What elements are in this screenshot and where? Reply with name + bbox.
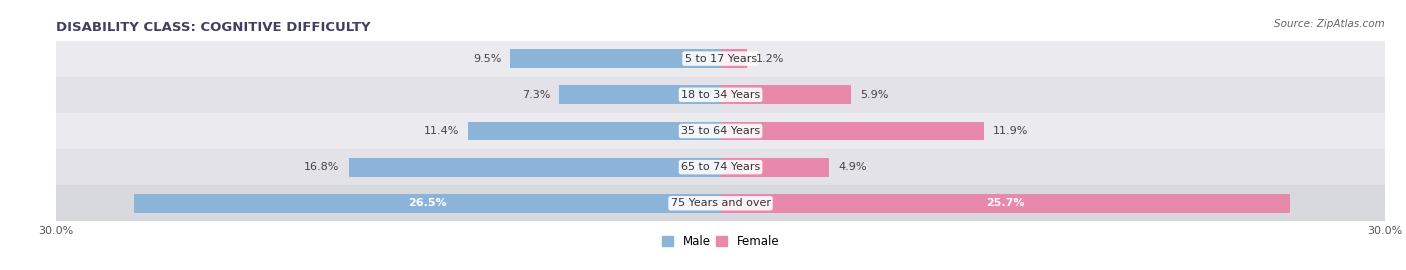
Text: DISABILITY CLASS: COGNITIVE DIFFICULTY: DISABILITY CLASS: COGNITIVE DIFFICULTY xyxy=(56,21,371,34)
Bar xyxy=(468,122,721,140)
Legend: Male, Female: Male, Female xyxy=(662,235,779,248)
Bar xyxy=(56,185,1385,221)
Bar xyxy=(510,49,721,68)
Text: 5.9%: 5.9% xyxy=(860,90,889,100)
Bar xyxy=(349,158,721,177)
Text: 9.5%: 9.5% xyxy=(472,53,502,64)
Bar xyxy=(721,49,747,68)
Bar xyxy=(56,77,1385,113)
Text: Source: ZipAtlas.com: Source: ZipAtlas.com xyxy=(1274,19,1385,29)
Text: 5 to 17 Years: 5 to 17 Years xyxy=(685,53,756,64)
Text: 16.8%: 16.8% xyxy=(304,162,340,172)
Text: 25.7%: 25.7% xyxy=(986,198,1025,208)
Bar xyxy=(56,40,1385,77)
Bar xyxy=(721,122,984,140)
Bar xyxy=(721,158,830,177)
Text: 35 to 64 Years: 35 to 64 Years xyxy=(681,126,761,136)
Text: 18 to 34 Years: 18 to 34 Years xyxy=(681,90,761,100)
Text: 11.4%: 11.4% xyxy=(423,126,460,136)
Text: 1.2%: 1.2% xyxy=(756,53,785,64)
Text: 26.5%: 26.5% xyxy=(408,198,447,208)
Text: 11.9%: 11.9% xyxy=(993,126,1028,136)
Text: 4.9%: 4.9% xyxy=(838,162,866,172)
Bar xyxy=(721,194,1289,213)
Bar xyxy=(134,194,721,213)
Text: 65 to 74 Years: 65 to 74 Years xyxy=(681,162,761,172)
Text: 7.3%: 7.3% xyxy=(522,90,550,100)
Bar xyxy=(721,85,851,104)
Bar xyxy=(56,113,1385,149)
Text: 75 Years and over: 75 Years and over xyxy=(671,198,770,208)
Bar xyxy=(560,85,721,104)
Bar xyxy=(56,149,1385,185)
